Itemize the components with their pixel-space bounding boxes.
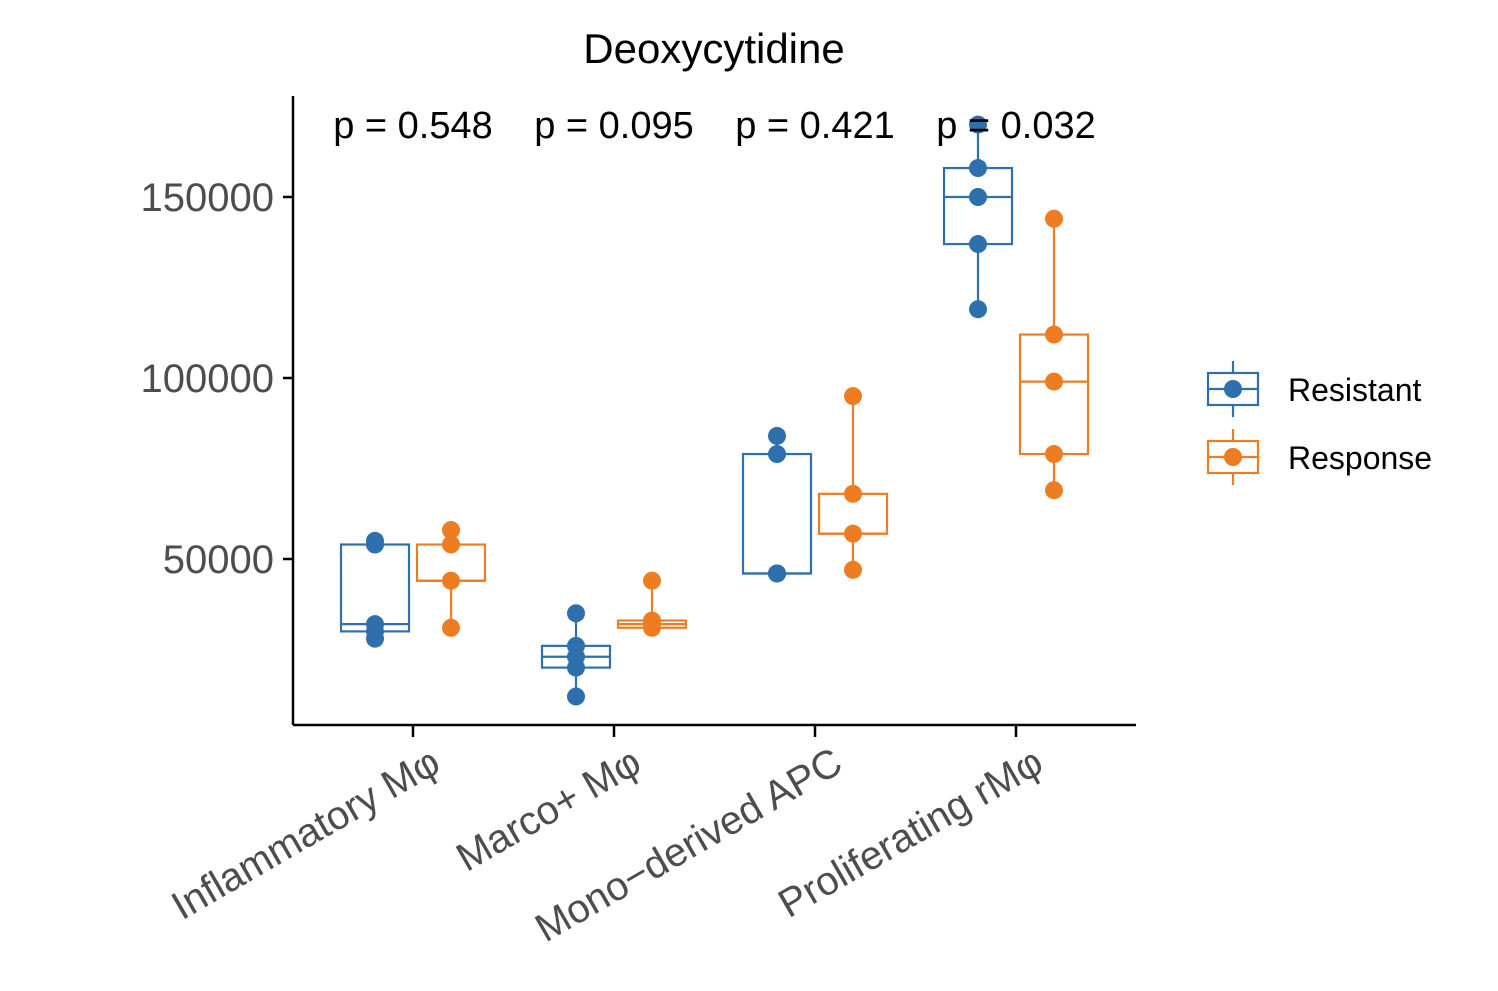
legend: Resistant Response — [1206, 361, 1432, 485]
data-point — [844, 387, 862, 406]
chart-title: Deoxycytidine — [583, 25, 844, 72]
p-value-label: p = 0.095 — [534, 105, 694, 147]
data-point — [567, 658, 585, 677]
legend-label: Resistant — [1288, 372, 1422, 408]
data-point — [643, 571, 661, 590]
data-point — [969, 115, 987, 134]
box-resistant-1 — [540, 604, 612, 706]
data-point — [643, 618, 661, 637]
data-point — [969, 235, 987, 254]
data-point — [844, 560, 862, 579]
data-point — [567, 604, 585, 623]
data-point — [969, 159, 987, 178]
y-tick-label: 50000 — [163, 538, 274, 582]
y-tick-label: 100000 — [141, 357, 274, 401]
legend-item-response: Response — [1206, 429, 1432, 485]
data-point — [1045, 445, 1063, 464]
data-point — [442, 535, 460, 554]
plot-area — [339, 115, 1090, 706]
p-value-label: p = 0.421 — [735, 105, 895, 147]
data-point — [1045, 209, 1063, 228]
x-tick-label: Marco+ Mφ — [449, 740, 648, 881]
data-point — [442, 521, 460, 540]
box-iqr — [942, 166, 1014, 246]
data-point — [442, 571, 460, 590]
box-response-0 — [415, 521, 487, 637]
data-point — [1045, 481, 1063, 500]
data-point — [1045, 325, 1063, 344]
x-tick-label: Inflammatory Mφ — [164, 740, 447, 929]
box-resistant-3 — [942, 115, 1014, 319]
data-point — [366, 535, 384, 554]
data-point — [768, 564, 786, 583]
box-iqr — [741, 452, 813, 575]
legend-label: Response — [1288, 440, 1432, 476]
p-value-label: p = 0.032 — [936, 105, 1096, 147]
legend-key-point — [1224, 380, 1242, 398]
data-point — [1045, 372, 1063, 391]
y-axis-ticks: 50000 100000 150000 — [141, 176, 293, 582]
p-value-annotations: p = 0.548 p = 0.095 p = 0.421 p = 0.032 — [333, 105, 1096, 147]
data-point — [768, 445, 786, 464]
box-resistant-2 — [741, 426, 813, 583]
data-point — [567, 687, 585, 706]
box-response-2 — [817, 387, 889, 579]
data-point — [844, 484, 862, 503]
box-iqr — [1018, 333, 1090, 456]
y-tick-label: 150000 — [141, 176, 274, 220]
data-point — [442, 618, 460, 637]
box-response-3 — [1018, 209, 1090, 500]
data-point — [844, 524, 862, 543]
legend-item-resistant: Resistant — [1206, 361, 1422, 417]
data-point — [969, 188, 987, 206]
legend-key-point — [1224, 448, 1242, 466]
data-point — [768, 426, 786, 445]
data-point — [969, 300, 987, 319]
box-response-1 — [616, 571, 688, 637]
data-point — [366, 629, 384, 648]
box-resistant-0 — [339, 531, 411, 648]
p-value-label: p = 0.548 — [333, 105, 493, 147]
